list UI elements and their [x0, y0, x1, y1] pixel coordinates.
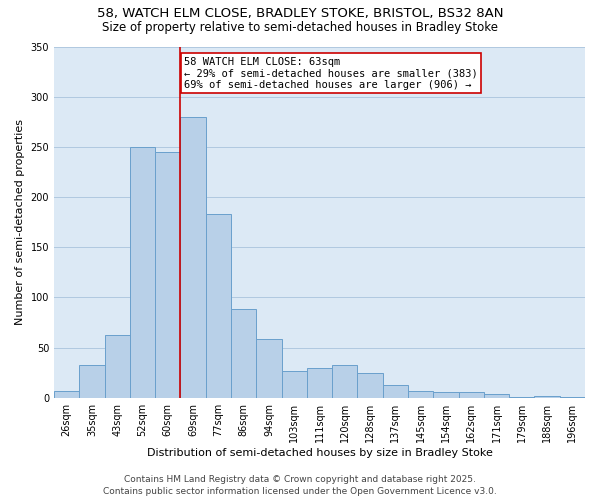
Bar — [484, 394, 509, 398]
Bar — [535, 396, 560, 398]
Bar — [130, 147, 155, 398]
Bar — [560, 397, 585, 398]
Bar — [383, 385, 408, 398]
Bar — [433, 392, 458, 398]
Text: Contains HM Land Registry data © Crown copyright and database right 2025.
Contai: Contains HM Land Registry data © Crown c… — [103, 475, 497, 496]
Bar — [256, 338, 281, 398]
Bar — [307, 368, 332, 398]
Text: 58, WATCH ELM CLOSE, BRADLEY STOKE, BRISTOL, BS32 8AN: 58, WATCH ELM CLOSE, BRADLEY STOKE, BRIS… — [97, 8, 503, 20]
Bar — [281, 370, 307, 398]
Bar — [155, 152, 181, 398]
Bar — [181, 117, 206, 398]
Text: Size of property relative to semi-detached houses in Bradley Stoke: Size of property relative to semi-detach… — [102, 21, 498, 34]
Bar — [358, 372, 383, 398]
Bar — [104, 334, 130, 398]
Bar — [408, 391, 433, 398]
Text: 58 WATCH ELM CLOSE: 63sqm
← 29% of semi-detached houses are smaller (383)
69% of: 58 WATCH ELM CLOSE: 63sqm ← 29% of semi-… — [184, 56, 478, 90]
Bar — [458, 392, 484, 398]
Bar — [509, 397, 535, 398]
Bar — [231, 310, 256, 398]
Y-axis label: Number of semi-detached properties: Number of semi-detached properties — [15, 119, 25, 325]
Bar — [54, 391, 79, 398]
Bar — [79, 364, 104, 398]
X-axis label: Distribution of semi-detached houses by size in Bradley Stoke: Distribution of semi-detached houses by … — [146, 448, 493, 458]
Bar — [206, 214, 231, 398]
Bar — [332, 364, 358, 398]
